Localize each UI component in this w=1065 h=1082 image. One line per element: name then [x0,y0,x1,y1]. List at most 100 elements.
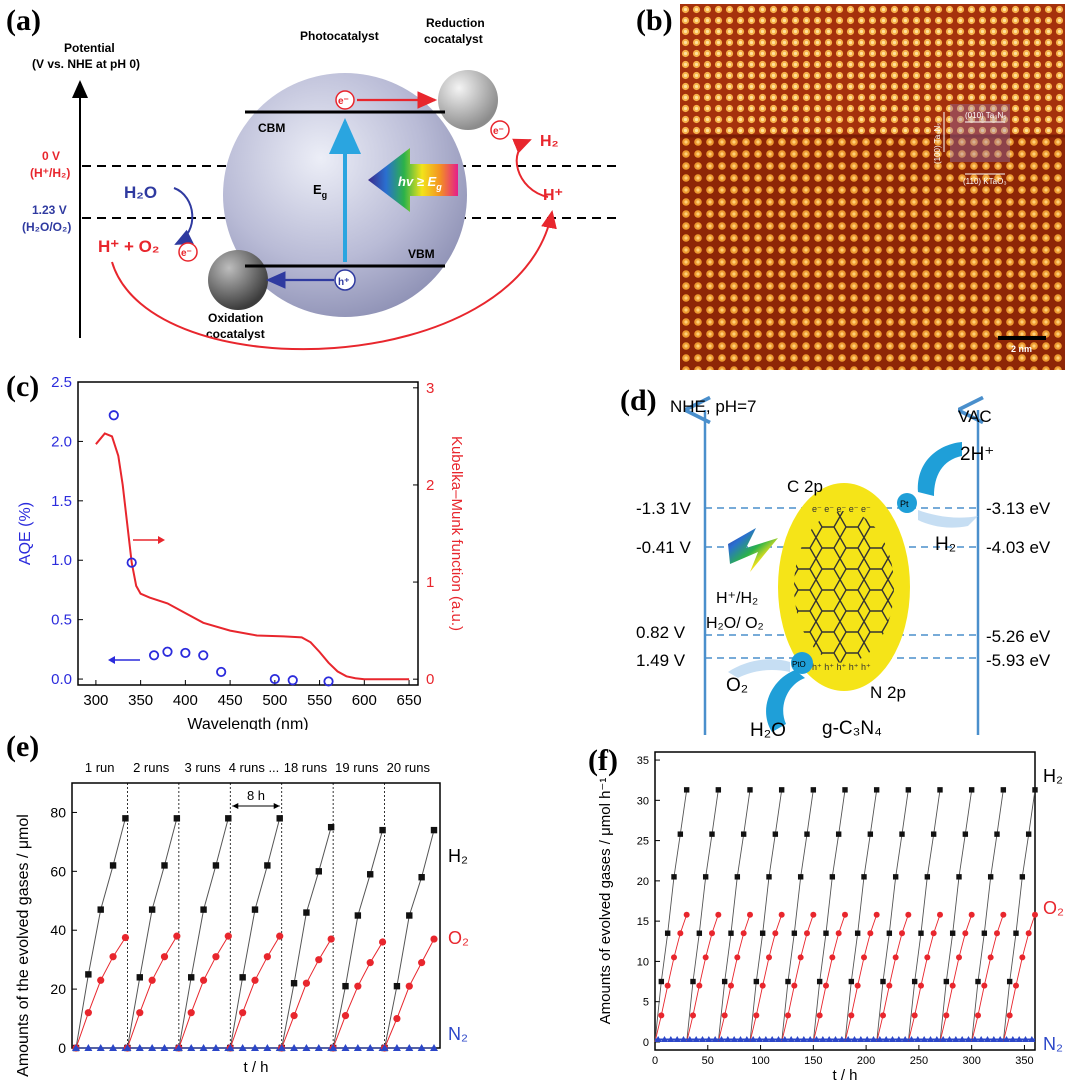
n2-point [806,1036,814,1043]
o2-point [1032,911,1038,918]
aqe-point [162,646,173,657]
h2-point [873,787,880,793]
n2-point [737,1036,744,1043]
left-level-4: 1.49 V [636,651,686,670]
o2-point [975,1012,981,1019]
o2-point [683,911,690,918]
y-tick-label: 40 [50,922,66,938]
km-series-indicator-head [158,536,165,544]
h2-point [823,930,829,936]
band-diagram: NHE, pH=7 VAC -1.3 1V -0.41 V 0.82 V 1.4… [636,380,1051,738]
o2-series-line [717,914,751,1043]
h2-point [379,826,386,834]
cbm-electron [335,90,355,110]
aqe-point [216,666,227,678]
n2-point [952,1036,960,1043]
o2-point [854,982,861,989]
o2-point [835,930,842,937]
y-tick-label: 5 [643,997,649,1009]
n2-point [984,1036,991,1043]
y-right-tick-label: 1 [426,574,434,591]
h2-point [109,862,117,869]
o2-point [924,954,931,961]
panel-c: (c) 300 350 400 450 500 550 600 650 0.0 0.5 1.0 1.5… [0,370,470,730]
o2-point [327,935,335,943]
panel-label-b: (b) [636,4,673,37]
n2-point [857,1036,865,1043]
n2-point [290,1044,299,1051]
aqe-chart: 300 350 400 450 500 550 600 650 0.0 0.5 1.0 1.5 2.0 2… [17,374,465,730]
run-label: 20 runs [387,760,431,775]
o2-point [239,1009,247,1017]
n2-point [990,1036,998,1043]
h2-point [899,831,905,837]
o2-point [797,954,804,961]
y-left-tick-label: 0.0 [51,671,72,688]
run-label: 4 runs ... [229,760,280,775]
n2-point [366,1044,375,1051]
x-tick-label: 200 [857,1055,875,1067]
h2-point [956,874,962,880]
x-tick-label: 450 [218,692,243,709]
potential-axis-unit: (V vs. NHE at pH 0) [32,57,140,71]
bandgap-label: Eg [313,182,327,200]
x-tick-label: 100 [751,1055,769,1067]
run-label: 2 runs [133,760,170,775]
n2-point [123,1044,132,1051]
h2-point [892,874,899,880]
n2-point [72,1044,80,1051]
annotation-ktao3-110: (110) KTaO₃ [963,177,1007,186]
n2-point [667,1036,675,1043]
plot-frame [654,751,1036,1051]
reduction-curve-arrow [512,138,549,198]
h2-point [696,930,703,936]
o2-point [867,930,874,937]
n2-point [353,1044,362,1051]
y-tick-label: 35 [637,755,649,767]
n2-point [314,1044,323,1051]
n2-point [927,1036,934,1043]
o2-point [740,930,747,937]
stem-image: (010) Ta₃N₅ (100) Ta₃N₅ (110) KTaO₃ 2 nm [680,4,1065,370]
h2-point [778,787,785,793]
n2-point [302,1044,311,1051]
vbm-label: VBM [408,247,435,261]
h2-point [664,930,671,936]
h2-point [924,874,931,880]
h2-point [740,831,747,837]
o2-point [968,911,975,918]
h2o-o2-couple: H₂O/ O₂ [706,615,764,632]
n2-point [680,1036,687,1043]
o2-series-line [781,914,814,1043]
n2-point [813,1036,820,1043]
h2-point [937,787,943,793]
o2-point [354,982,362,990]
h2-point [785,978,791,985]
o2-point [715,911,722,918]
o2-series-label: O₂ [448,928,469,948]
h2-point [97,906,104,913]
h2-point [791,930,798,936]
reduction-cocatalyst-sphere [438,70,498,130]
photocatalysis-schematic: Potential (V vs. NHE at pH 0) 0 V (H⁺/H₂… [22,16,618,351]
y-tick-label: 80 [50,804,66,820]
o2-series-line [281,938,332,1049]
h2-product-label: H₂ [540,133,559,150]
o2-point [1000,911,1007,918]
n2-point [654,1036,662,1043]
y-tick-label: 0 [643,1037,649,1049]
y-axis-label: Amounts of evolved gases / μmol h⁻¹ [597,778,614,1025]
h2-point [367,871,374,878]
oxidation-electron [178,242,198,262]
o2-point [1006,1012,1013,1019]
o2-point [886,982,893,989]
o2-point [753,1012,760,1019]
o2-series-line [907,914,941,1043]
run-label: 1 run [85,760,115,775]
o2-series-line [126,935,178,1049]
right-level-3: -5.26 eV [986,627,1051,646]
left-level-2: -0.41 V [636,538,691,557]
cb-electrons: e⁻ e⁻ e⁻ e⁻ e⁻ [812,504,871,514]
n2-point [199,1044,208,1051]
h2-point [753,978,760,985]
